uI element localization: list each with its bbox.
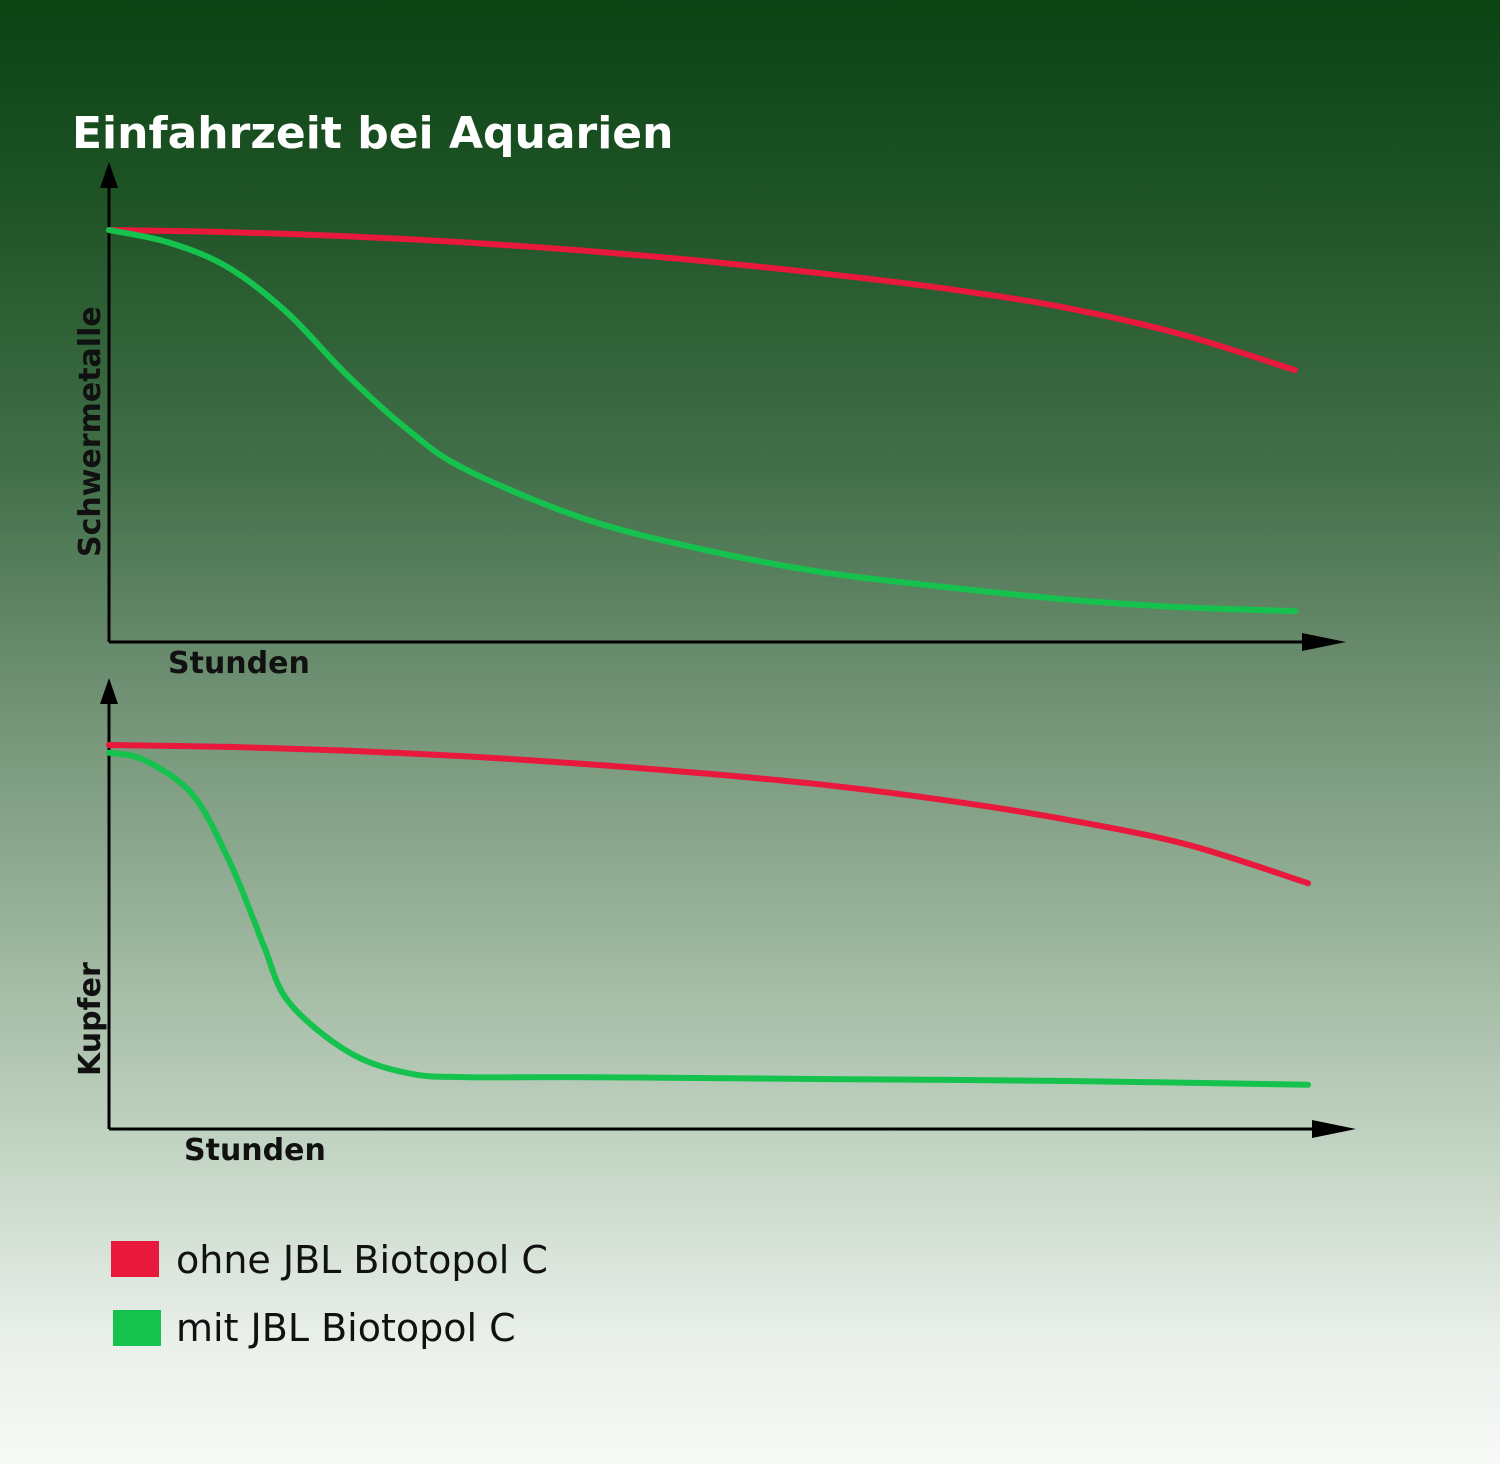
legend-label-mit: mit JBL Biotopol C	[176, 1306, 516, 1350]
x-axis-label: Stunden	[184, 1133, 326, 1168]
series-layer	[106, 227, 1298, 615]
legend-label-ohne: ohne JBL Biotopol C	[176, 1238, 548, 1282]
legend-swatch-mit	[113, 1310, 161, 1346]
chart-schwermetalle: Stunden Schwermetalle	[73, 162, 1346, 681]
chart-kupfer: Stunden Kupfer	[73, 678, 1356, 1168]
x-axis-arrow	[1312, 1120, 1356, 1138]
y-axis-label: Schwermetalle	[73, 306, 108, 557]
series-line-mit	[106, 749, 1311, 1088]
legend-item-mit: mit JBL Biotopol C	[113, 1306, 516, 1350]
series-line-mit	[106, 227, 1298, 615]
legend: ohne JBL Biotopol C mit JBL Biotopol C	[111, 1238, 548, 1350]
y-axis-arrow	[100, 678, 118, 704]
legend-swatch-ohne	[111, 1241, 159, 1277]
chart-title: Einfahrzeit bei Aquarien	[72, 108, 673, 159]
x-axis-label: Stunden	[168, 646, 310, 681]
x-axis-arrow	[1302, 633, 1346, 651]
series-line-ohne	[106, 742, 1311, 887]
series-line-ohne	[106, 227, 1298, 374]
y-axis-label: Kupfer	[73, 962, 108, 1076]
y-axis-arrow	[100, 162, 118, 188]
series-layer	[106, 742, 1311, 1088]
legend-item-ohne: ohne JBL Biotopol C	[111, 1238, 548, 1282]
